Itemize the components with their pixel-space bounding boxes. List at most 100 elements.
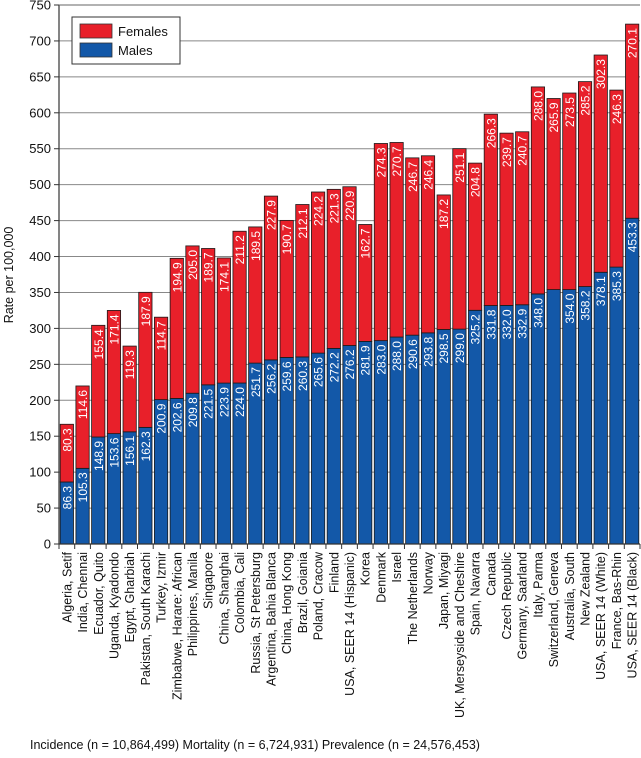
legend-label-males: Males [118,43,153,58]
data-label-males: 332.9 [516,308,530,338]
x-tick-label: Philippines, Manila [186,552,200,656]
data-label-females: 205.0 [186,250,200,280]
bar-females [625,23,640,219]
y-tick-label: 200 [29,393,51,408]
bar-females [154,316,169,401]
y-tick-label: 0 [44,537,51,552]
data-label-males: 288.0 [390,341,404,371]
y-tick-label: 50 [37,501,51,516]
bar-group: 293.8 246.4 [420,155,436,545]
data-label-males: 86.3 [60,486,74,510]
data-label-females: 240.7 [516,135,530,165]
bar-females [75,385,90,469]
stacked-bar-chart: 86.380.3105.3114.6148.9155.4153.6171.415… [2,0,641,718]
x-tick-label: Pakistan, South Karachi [139,552,153,685]
bar-females [515,131,530,306]
bar-females [483,113,498,306]
legend: Females Males [71,16,181,65]
bar-group: 332.9 240.7 [515,131,530,545]
bar-males [515,304,530,545]
bar-females [468,162,483,311]
bar-group: 354.0 273.5 [562,92,577,545]
y-tick-label: 250 [29,357,51,372]
bar-females [295,204,310,358]
x-tick-label: Spain, Navarra [469,552,483,635]
bar-group: 272.2 221.3 [326,188,341,545]
x-tick-label: Finland [327,552,341,593]
data-label-females: 171.4 [107,314,121,344]
bar-females [499,132,514,306]
bar-females [326,188,341,349]
bar-females [122,345,137,433]
data-label-males: 276.2 [343,349,357,379]
y-tick-labels: 0 50 100 150 200 250 300 350 400 450 500 550 600 650 7… [29,0,51,552]
bar-group: 260.3 212.1 [295,204,310,545]
bar-females [59,423,74,483]
data-label-males: 354.0 [563,293,577,323]
bar-females [138,291,153,428]
data-label-males: 256.2 [264,364,278,394]
data-label-males: 221.5 [202,388,216,418]
bar-females [420,155,436,334]
y-tick-label: 500 [29,177,51,192]
x-tick-label: USA, SEER 14 (Hispanic) [343,552,357,696]
bar-group: 290.6 246.7 [405,157,420,545]
data-label-males: 200.9 [155,403,169,433]
data-label-females: 246.7 [406,162,420,192]
x-tick-label: Brazil, Goiania [296,552,310,633]
data-label-females: 189.5 [249,231,263,261]
bar-group: 224.0 211.2 [232,230,247,545]
bar-group: 331.8 266.3 [483,113,498,545]
y-tick-label: 550 [29,141,51,156]
bar-females [169,257,184,399]
bar-group: 265.9 [546,98,561,545]
bar-group: 156.1 119.3 [122,345,137,545]
x-tick-label: New Zealand [579,552,593,626]
bar-females [609,89,624,268]
data-label-females: 224.2 [312,196,326,226]
data-label-females: 155.4 [92,329,106,359]
bar-females [530,86,545,295]
bar-group: 209.8 205.0 [185,245,200,545]
bar-females [232,230,247,384]
data-label-males: 265.6 [312,357,326,387]
data-label-females: 288.0 [531,91,545,121]
y-tick-label: 650 [29,69,51,84]
x-tick-label: Czech Republic [500,552,514,640]
data-label-females: 162.7 [359,228,373,258]
data-label-females: 270.7 [390,146,404,176]
x-tick-labels: Algeria, Setif India, Chennai Ecuador, Qui… [60,551,639,718]
bar-males [530,293,545,545]
data-label-females: 211.2 [233,235,247,264]
bar-group: 299.0 251.1 [452,148,467,545]
x-tick-label: Argentina, Bahia Blanca [264,552,278,686]
data-label-females: 274.3 [374,147,388,177]
data-label-females: 220.9 [343,190,357,220]
bar-group: 221.5 189.7 [201,248,216,545]
data-label-females: 174.1 [217,262,231,292]
y-tick-label: 700 [29,33,51,48]
bar-females [342,186,357,346]
y-tick-label: 100 [29,465,51,480]
x-tick-label: USA, SEER 14 (Black) [626,552,640,678]
data-label-males: 209.8 [186,397,200,427]
bar-group: 385.3 246.3 [609,89,624,545]
data-label-males: 259.6 [280,361,294,391]
data-label-females: 114.7 [155,321,169,350]
x-tick-label: USA, SEER 14 (White) [594,552,608,680]
data-label-males: 331.8 [484,309,498,339]
data-label-males: 202.6 [170,402,184,432]
bar-group: 276.2 220.9 [342,186,357,545]
data-label-females: 251.1 [453,152,467,182]
data-label-males: 105.3 [76,472,90,502]
bar-group: 378.1 302.3 [593,54,608,545]
bar-females [562,92,577,290]
data-label-males: 290.6 [406,339,420,369]
data-label-males: 281.9 [359,345,373,375]
x-tick-label: China, Shanghai [217,552,231,644]
bar-males [483,305,498,545]
data-label-males: 325.2 [469,314,483,344]
data-label-females: 266.3 [484,118,498,148]
bar-group: 298.5 187.2 [436,194,451,545]
x-tick-label: Uganda, Kyadondo [107,552,121,659]
